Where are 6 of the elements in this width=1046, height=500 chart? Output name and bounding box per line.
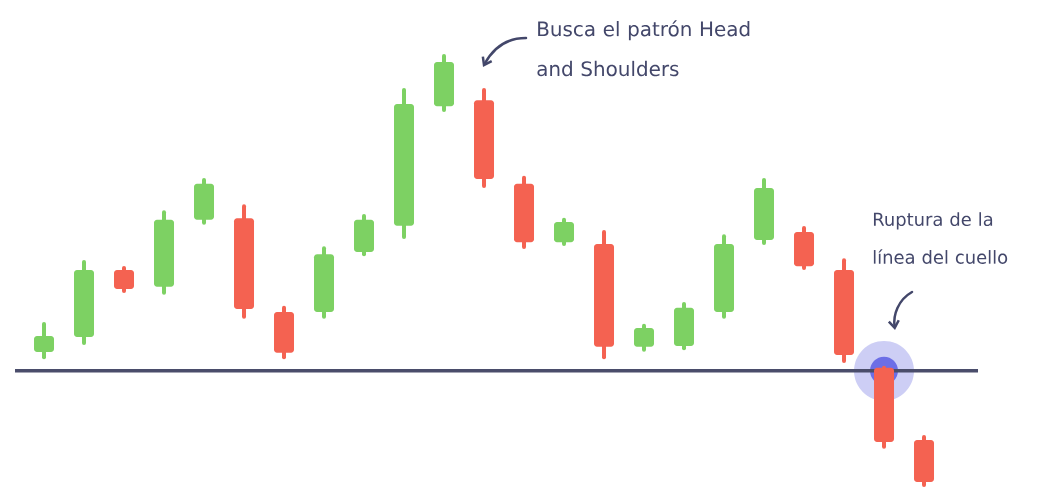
annotation: Ruptura de la línea del cuello — [873, 212, 1008, 264]
candlestick — [114, 265, 135, 294]
candlestick — [34, 322, 55, 360]
candlestick — [554, 217, 575, 246]
candlestick — [634, 323, 655, 352]
annotation: Busca el patrón Head and Shoulders — [537, 20, 750, 77]
